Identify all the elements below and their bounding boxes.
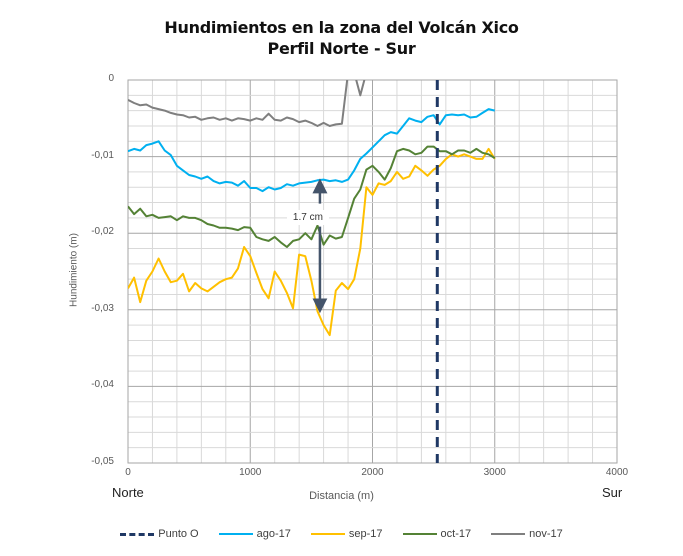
x-tick-label: 1000 bbox=[239, 467, 262, 478]
legend-swatch bbox=[491, 533, 526, 535]
series-ago-17 bbox=[128, 108, 496, 193]
legend-item-punto-o: Punto O bbox=[120, 528, 199, 540]
legend-item-sep-17: sep-17 bbox=[310, 528, 383, 540]
north-label: Norte bbox=[112, 485, 144, 500]
legend-swatch bbox=[218, 533, 253, 535]
series-sep-17 bbox=[128, 147, 496, 337]
y-axis-label: Hundimiento (m) bbox=[68, 233, 80, 307]
x-tick-label: 3000 bbox=[483, 467, 506, 478]
legend-label: Punto O bbox=[158, 528, 199, 540]
x-tick-label: 2000 bbox=[361, 467, 384, 478]
y-tick-label: 0 bbox=[108, 73, 114, 84]
series-nov-17 bbox=[128, 80, 366, 127]
y-tick-label: -0,02 bbox=[91, 226, 114, 238]
y-tick-label: -0,03 bbox=[91, 302, 114, 314]
y-tick-label: -0,04 bbox=[91, 379, 114, 391]
south-label: Sur bbox=[602, 485, 623, 500]
legend-item-oct-17: oct-17 bbox=[402, 528, 472, 540]
x-tick-label: 0 bbox=[125, 467, 131, 478]
legend-item-nov-17: nov-17 bbox=[491, 528, 563, 540]
x-axis-label: Distancia (m) bbox=[309, 490, 374, 502]
legend: Punto O ago-17 sep-17 oct-17 nov-17 bbox=[0, 528, 683, 540]
chart-title: Hundimientos en la zona del Volcán Xico … bbox=[0, 17, 683, 59]
legend-label: sep-17 bbox=[348, 528, 383, 540]
chart-title-line1: Hundimientos en la zona del Volcán Xico bbox=[164, 18, 519, 37]
y-tick-label: -0,05 bbox=[91, 456, 114, 467]
legend-swatch bbox=[402, 533, 437, 535]
legend-label: nov-17 bbox=[529, 528, 563, 540]
legend-label: ago-17 bbox=[256, 528, 291, 540]
series-oct-17 bbox=[128, 145, 496, 248]
annotation-label: 1.7 cm bbox=[286, 209, 329, 225]
legend-item-ago-17: ago-17 bbox=[218, 528, 291, 540]
legend-swatch bbox=[310, 533, 345, 535]
x-tick-label: 4000 bbox=[605, 467, 629, 478]
chart-subtitle: Perfil Norte - Sur bbox=[267, 39, 416, 58]
legend-swatch bbox=[120, 532, 155, 536]
y-tick-label: -0,01 bbox=[91, 149, 114, 161]
legend-label: oct-17 bbox=[440, 528, 472, 540]
